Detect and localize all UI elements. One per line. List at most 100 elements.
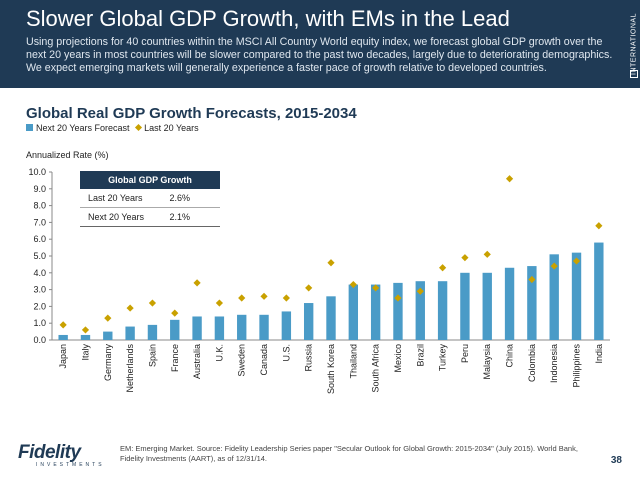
bar-france (170, 319, 180, 340)
bar-peru (460, 272, 470, 340)
gdp-table-row: Last 20 Years 2.6% (80, 189, 220, 208)
x-tick-label: Philippines (572, 344, 582, 388)
y-tick-label: 8.0 (33, 201, 46, 211)
bar-south-africa (370, 284, 381, 340)
bar-germany (103, 331, 113, 340)
point-china (505, 175, 514, 183)
x-tick-label: Russia (304, 344, 314, 372)
y-tick-label: 7.0 (33, 217, 46, 227)
point-thailand (349, 280, 357, 289)
section-label: INTERNATIONAL (630, 13, 638, 75)
bar-colombia (527, 266, 537, 340)
x-tick-label: Mexico (393, 344, 403, 373)
gdp-table-title: Global GDP Growth (80, 171, 220, 189)
y-axis-label: Annualized Rate (%) (26, 150, 109, 160)
legend-diamond-swatch (135, 123, 143, 132)
y-tick-label: 4.0 (33, 268, 46, 278)
x-tick-label: Netherlands (125, 344, 135, 393)
logo-subtext: INVESTMENTS (36, 462, 105, 468)
bar-u-k- (214, 316, 225, 340)
point-turkey (439, 264, 447, 272)
y-tick-label: 9.0 (33, 184, 46, 194)
x-tick-label: Brazil (415, 344, 425, 367)
x-tick-label: South Africa (371, 344, 381, 393)
x-tick-label: Germany (103, 344, 113, 382)
bar-malaysia (482, 272, 492, 340)
page-description: Using projections for 40 countries withi… (26, 36, 613, 74)
gdp-chart: 0.0 1.0 2.0 3.0 4.0 5.0 6.0 7.0 8.0 9.0 10.0 Japan I… (28, 167, 610, 394)
y-tick-label: 0.0 (33, 335, 46, 345)
x-tick-label: India (594, 344, 604, 364)
point-u-k- (215, 299, 223, 307)
point-spain (148, 299, 157, 307)
bar-india (594, 242, 604, 340)
x-tick-label: U.S. (281, 344, 291, 362)
x-tick-label: Turkey (438, 344, 448, 372)
gdp-row-value: 2.1% (169, 212, 190, 222)
section-tab: INTERNATIONAL (628, 0, 640, 88)
point-sweden (238, 294, 246, 302)
source-footnote: EM: Emerging Market. Source: Fidelity Le… (120, 444, 578, 463)
x-tick-label: Sweden (237, 344, 247, 377)
point-japan (59, 321, 67, 329)
bar-mexico (393, 282, 403, 340)
x-tick-label: Spain (147, 344, 157, 367)
point-brazil (416, 287, 424, 295)
chart-legend: Next 20 Years Forecast Last 20 Years (26, 123, 199, 133)
x-tick-label: Colombia (527, 344, 537, 382)
x-tick-label: China (505, 344, 515, 368)
point-canada (260, 292, 268, 300)
section-square-icon (630, 70, 638, 78)
x-tick-label: France (170, 344, 180, 372)
bar-canada (259, 314, 269, 340)
bar-italy (80, 334, 91, 340)
bar-russia (303, 303, 314, 340)
bar-japan (58, 334, 68, 340)
y-tick-label: 1.0 (33, 318, 46, 328)
point-u-s- (282, 294, 290, 302)
gdp-table-row: Next 20 Years 2.1% (80, 208, 220, 227)
bar-china (504, 267, 515, 340)
x-tick-label: Canada (259, 344, 269, 376)
fidelity-logo: Fidelity INVESTMENTS (18, 442, 114, 468)
x-tick-label: Australia (192, 344, 202, 379)
bar-australia (192, 316, 202, 340)
bar-thailand (348, 284, 359, 340)
x-tick-label: South Korea (326, 344, 336, 394)
header-banner: Slower Global GDP Growth, with EMs in th… (0, 0, 640, 88)
y-tick-label: 6.0 (33, 234, 46, 244)
y-tick-label: 5.0 (33, 251, 46, 261)
point-france (171, 309, 179, 317)
x-tick-label: Japan (58, 344, 68, 369)
legend-bar-swatch (26, 124, 33, 131)
bar-spain (147, 324, 158, 340)
point-italy (81, 326, 90, 334)
x-tick-label: Thailand (348, 344, 358, 379)
bar-u-s- (281, 311, 292, 340)
page-number: 38 (610, 455, 622, 466)
x-tick-label: Peru (460, 344, 470, 363)
bar-south-korea (326, 296, 336, 340)
gdp-row-label: Last 20 Years (88, 193, 143, 203)
x-tick-label: Indonesia (549, 344, 559, 383)
bar-sweden (237, 314, 247, 340)
point-south-korea (327, 259, 335, 267)
x-tick-label: U.K. (214, 344, 224, 362)
point-mexico (394, 294, 402, 302)
bar-netherlands (125, 326, 135, 340)
y-tick-label: 3.0 (33, 285, 46, 295)
gdp-growth-table: Global GDP Growth Last 20 Years 2.6% Nex… (80, 171, 220, 227)
gdp-row-value: 2.6% (169, 193, 190, 203)
legend-label-history: Last 20 Years (144, 123, 199, 133)
logo-wordmark: Fidelity (18, 442, 81, 463)
x-tick-label: Italy (80, 344, 90, 361)
bar-indonesia (549, 254, 559, 340)
point-netherlands (126, 304, 134, 312)
point-germany (104, 314, 112, 322)
point-australia (193, 279, 201, 287)
bar-brazil (415, 281, 425, 340)
point-india (595, 222, 603, 230)
point-russia (305, 284, 313, 292)
gdp-row-label: Next 20 Years (88, 212, 145, 222)
page-title: Slower Global GDP Growth, with EMs in th… (26, 6, 510, 31)
